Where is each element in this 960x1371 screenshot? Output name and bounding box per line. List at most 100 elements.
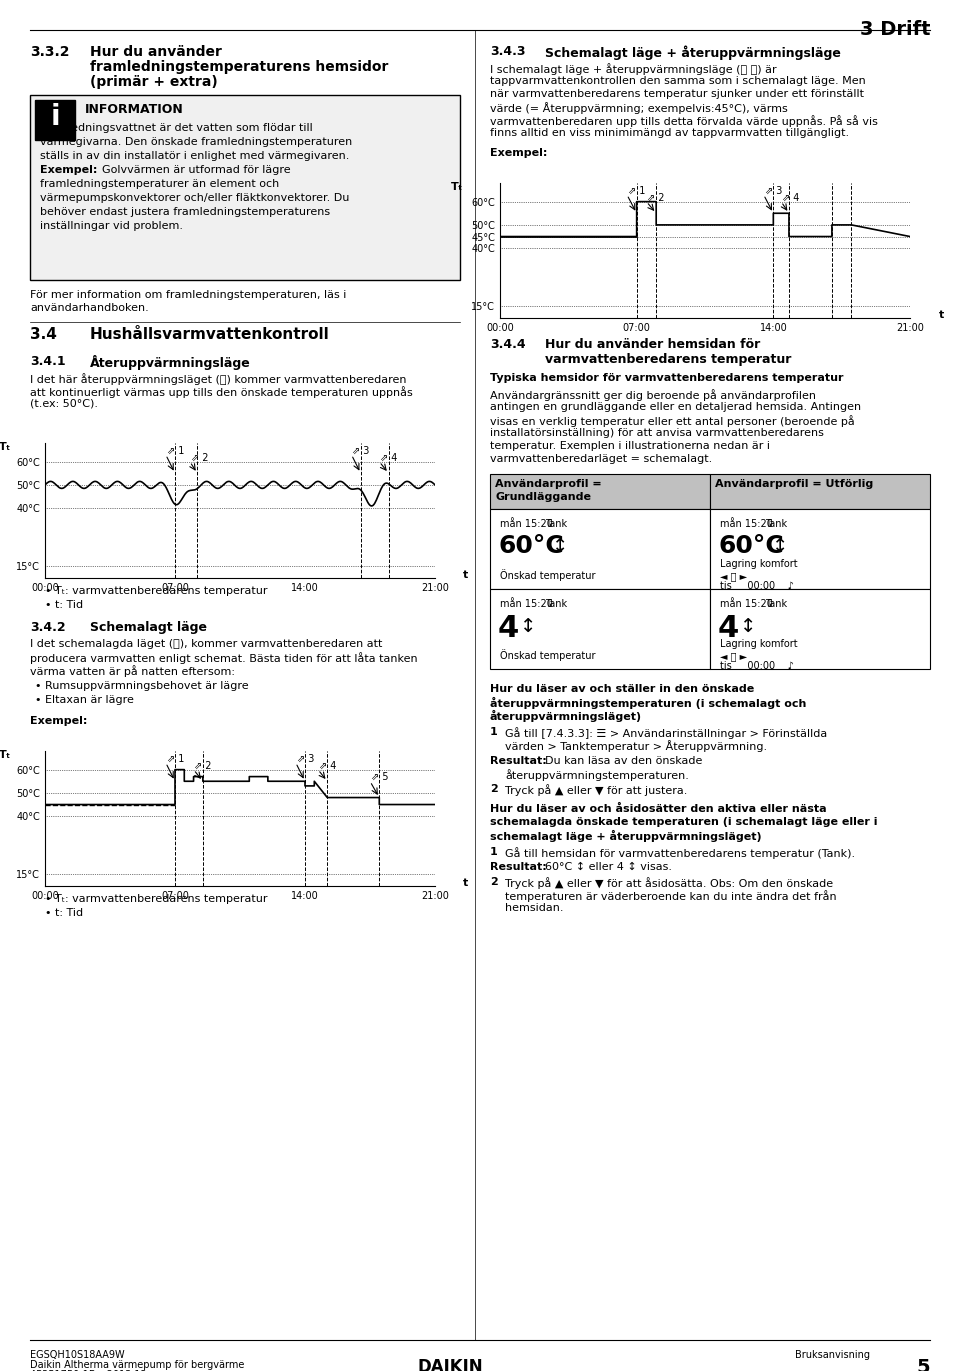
Text: Användarprofil = Utförlig: Användarprofil = Utförlig: [715, 478, 874, 489]
Text: tis     00:00    ♪: tis 00:00 ♪: [720, 581, 794, 591]
Text: ◄ ⓙ ►: ◄ ⓙ ►: [720, 570, 747, 581]
Text: Användargränssnitt ger dig beroende på användarprofilen: Användargränssnitt ger dig beroende på a…: [490, 389, 816, 400]
Text: 3.4.3: 3.4.3: [490, 45, 525, 58]
Text: I det här återuppvärmningsläget (Ⓢ) kommer varmvattenberedaren: I det här återuppvärmningsläget (Ⓢ) komm…: [30, 373, 406, 385]
Text: 60°C ↕ eller 4 ↕ visas.: 60°C ↕ eller 4 ↕ visas.: [545, 862, 672, 872]
Text: mån 15:20: mån 15:20: [500, 520, 553, 529]
Text: Grundläggande: Grundläggande: [495, 492, 591, 502]
Text: 4: 4: [718, 614, 739, 643]
Text: Typiska hemsidor för varmvattenberedarens temperatur: Typiska hemsidor för varmvattenberedaren…: [490, 373, 844, 383]
Text: producera varmvatten enligt schemat. Bästa tiden för att låta tanken: producera varmvatten enligt schemat. Bäs…: [30, 653, 418, 664]
Text: värde (= Återuppvärmning; exempelvis:45°C), värms: värde (= Återuppvärmning; exempelvis:45°…: [490, 101, 788, 114]
Text: framledningstemperaturens hemsidor: framledningstemperaturens hemsidor: [90, 60, 389, 74]
Text: framledningstemperaturer än element och: framledningstemperaturer än element och: [40, 180, 279, 189]
Text: I schemalagt läge + återuppvärmningsläge (Ⓢ ⓔ) är: I schemalagt läge + återuppvärmningsläge…: [490, 63, 777, 75]
Text: temperatur. Exemplen i illustrationerna nedan är i: temperatur. Exemplen i illustrationerna …: [490, 441, 770, 451]
Text: Schemalagt läge: Schemalagt läge: [90, 621, 207, 633]
Text: INFORMATION: INFORMATION: [85, 103, 183, 117]
Text: ⇗ 4: ⇗ 4: [380, 452, 397, 462]
Text: ⇗ 4: ⇗ 4: [319, 761, 336, 771]
Text: Framledningsvattnet är det vatten som flödar till: Framledningsvattnet är det vatten som fl…: [40, 123, 313, 133]
Text: • Tₜ: varmvattenberedarens temperatur: • Tₜ: varmvattenberedarens temperatur: [45, 894, 268, 903]
Text: värmepumpskonvektorer och/eller fläktkonvektorer. Du: värmepumpskonvektorer och/eller fläktkon…: [40, 193, 349, 203]
Text: Du kan läsa av den önskade: Du kan läsa av den önskade: [545, 755, 703, 766]
Text: värden > Tanktemperatur > Återuppvärmning.: värden > Tanktemperatur > Återuppvärmnin…: [505, 740, 767, 751]
Text: när varmvattenberedarens temperatur sjunker under ett förinställt: när varmvattenberedarens temperatur sjun…: [490, 89, 864, 99]
Text: Hur du använder hemsidan för: Hur du använder hemsidan för: [545, 339, 760, 351]
Text: ↕: ↕: [772, 537, 788, 557]
Text: tis     00:00    ♪: tis 00:00 ♪: [720, 661, 794, 670]
Text: 60°C: 60°C: [498, 533, 564, 558]
Text: behöver endast justera framledningstemperaturens: behöver endast justera framledningstempe…: [40, 207, 330, 217]
Text: ⇗ 3: ⇗ 3: [352, 446, 370, 455]
Text: varmvattenberedaren upp tills detta förvalda värde uppnås. På så vis: varmvattenberedaren upp tills detta förv…: [490, 115, 877, 128]
Text: ⇗ 5: ⇗ 5: [371, 772, 389, 781]
Text: värma vatten är på natten eftersom:: värma vatten är på natten eftersom:: [30, 665, 235, 677]
Text: ⇗ 2: ⇗ 2: [647, 192, 665, 203]
Text: • Tₜ: varmvattenberedarens temperatur: • Tₜ: varmvattenberedarens temperatur: [45, 585, 268, 596]
Text: (t.ex: 50°C).: (t.ex: 50°C).: [30, 399, 98, 409]
Text: • Rumsuppvärmningsbehovet är lägre: • Rumsuppvärmningsbehovet är lägre: [35, 681, 249, 691]
Text: ⇗ 2: ⇗ 2: [191, 452, 208, 462]
Text: Golvvärmen är utformad för lägre: Golvvärmen är utformad för lägre: [95, 165, 291, 175]
Text: Hur du använder: Hur du använder: [90, 45, 222, 59]
Text: 3.4: 3.4: [30, 328, 57, 341]
Text: Lagring komfort: Lagring komfort: [720, 639, 798, 648]
Text: 1: 1: [490, 727, 497, 738]
Text: mån 15:20: mån 15:20: [500, 599, 553, 609]
Text: visas en verklig temperatur eller ett antal personer (beroende på: visas en verklig temperatur eller ett an…: [490, 415, 854, 426]
Text: Hur du läser av och åsidosätter den aktiva eller nästa: Hur du läser av och åsidosätter den akti…: [490, 803, 827, 814]
Text: Schemalagt läge + återuppvärmningsläge: Schemalagt läge + återuppvärmningsläge: [545, 45, 841, 59]
Text: 3.4.2: 3.4.2: [30, 621, 65, 633]
Text: återuppvärmningstemperaturen.: återuppvärmningstemperaturen.: [505, 769, 689, 781]
Text: i: i: [50, 103, 60, 132]
Text: Användarprofil =: Användarprofil =: [495, 478, 602, 489]
Text: Resultat:: Resultat:: [490, 862, 547, 872]
Text: hemsidan.: hemsidan.: [505, 903, 564, 913]
Bar: [30, 95, 460, 280]
Text: Tank: Tank: [545, 599, 567, 609]
Text: Lagring komfort: Lagring komfort: [720, 559, 798, 569]
Text: 5: 5: [917, 1359, 930, 1371]
Text: För mer information om framledningstemperaturen, läs i: För mer information om framledningstempe…: [30, 291, 347, 300]
Bar: [710, 590, 930, 669]
Text: Tank: Tank: [545, 520, 567, 529]
Text: temperaturen är väderberoende kan du inte ändra det från: temperaturen är väderberoende kan du int…: [505, 890, 836, 902]
Text: I det schemalagda läget (ⓔ), kommer varmvattenberedaren att: I det schemalagda läget (ⓔ), kommer varm…: [30, 639, 382, 648]
Text: EGSQH10S18AA9W: EGSQH10S18AA9W: [30, 1350, 125, 1360]
Text: att kontinuerligt värmas upp tills den önskade temperaturen uppnås: att kontinuerligt värmas upp tills den ö…: [30, 387, 413, 398]
Text: finns alltid en viss minimimängd av tappvarmvatten tillgängligt.: finns alltid en viss minimimängd av tapp…: [490, 128, 850, 138]
Text: • t: Tid: • t: Tid: [45, 908, 84, 919]
Text: ◄ ⓙ ►: ◄ ⓙ ►: [720, 651, 747, 661]
Text: Resultat:: Resultat:: [490, 755, 547, 766]
Text: Exempel:: Exempel:: [490, 148, 547, 158]
Text: Daikin Altherma värmepump för bergvärme: Daikin Altherma värmepump för bergvärme: [30, 1360, 245, 1370]
Text: 1: 1: [490, 847, 497, 857]
Text: 4: 4: [498, 614, 519, 643]
Text: Tryck på ▲ eller ▼ för att justera.: Tryck på ▲ eller ▼ för att justera.: [505, 784, 687, 797]
Text: varmvattenberedarens temperatur: varmvattenberedarens temperatur: [545, 352, 791, 366]
Text: varmvattenberedarläget = schemalagt.: varmvattenberedarläget = schemalagt.: [490, 454, 712, 463]
Text: Önskad temperatur: Önskad temperatur: [500, 569, 595, 581]
Text: Bruksanvisning: Bruksanvisning: [795, 1350, 870, 1360]
Text: 3 Drift: 3 Drift: [859, 21, 930, 38]
Text: 3.4.1: 3.4.1: [30, 355, 65, 367]
Text: Önskad temperatur: Önskad temperatur: [500, 648, 595, 661]
Text: Exempel:: Exempel:: [40, 165, 97, 175]
Text: 3.3.2: 3.3.2: [30, 45, 69, 59]
Text: 2: 2: [490, 784, 497, 794]
Text: • t: Tid: • t: Tid: [45, 600, 84, 610]
Text: 2: 2: [490, 877, 497, 887]
Text: Exempel:: Exempel:: [30, 716, 87, 727]
Text: ⇗ 1: ⇗ 1: [167, 446, 184, 455]
Text: ↕: ↕: [520, 617, 537, 636]
Bar: [710, 509, 930, 590]
Bar: [490, 474, 710, 509]
Text: t: t: [463, 877, 468, 888]
Text: antingen en grundläggande eller en detaljerad hemsida. Antingen: antingen en grundläggande eller en detal…: [490, 402, 861, 413]
Text: 60°C: 60°C: [718, 533, 783, 558]
Text: schemalagt läge + återuppvärmningsläget): schemalagt läge + återuppvärmningsläget): [490, 829, 761, 842]
Text: användarhandboken.: användarhandboken.: [30, 303, 149, 313]
Text: Tₜ: Tₜ: [0, 441, 11, 452]
Text: ↕: ↕: [552, 537, 568, 557]
